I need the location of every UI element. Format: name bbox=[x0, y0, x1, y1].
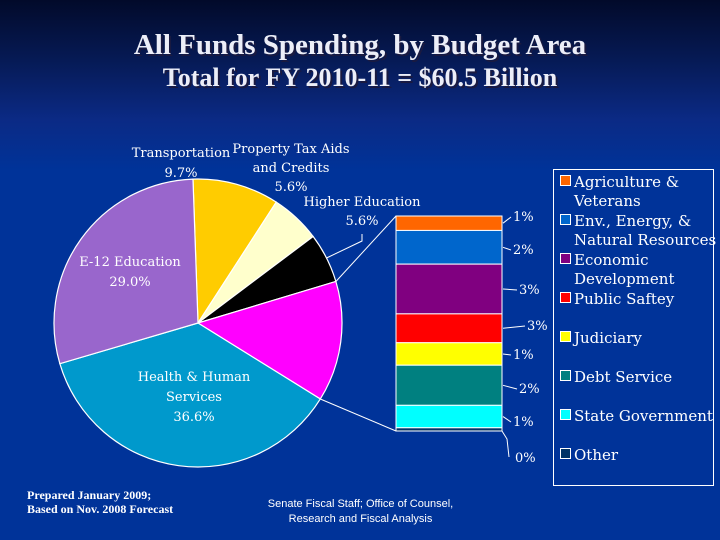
legend-item-agriculture-veterans: Agriculture & Veterans bbox=[560, 173, 679, 210]
bar-segment-judiciary bbox=[395, 342, 503, 366]
higher-education-leader bbox=[326, 234, 363, 259]
bar-label-leader bbox=[502, 216, 512, 224]
bar-label-other: 0% bbox=[515, 451, 536, 466]
legend-swatch bbox=[560, 214, 571, 225]
bar-segment-economic-development bbox=[395, 263, 503, 315]
bar-label-state-government: 1% bbox=[513, 415, 534, 430]
source-line-2: Research and Fiscal Analysis bbox=[288, 513, 433, 525]
bar-label-leader bbox=[502, 246, 512, 251]
legend-item-public-saftey: Public Saftey bbox=[560, 290, 675, 308]
source-line-1: Senate Fiscal Staff; Office of Counsel, bbox=[267, 498, 454, 510]
chart-subtitle: Total for FY 2010-11 = $60.5 Billion bbox=[162, 63, 558, 92]
legend-swatch bbox=[560, 448, 571, 459]
legend-item-env-energy-natural-resources: Env., Energy, & Natural Resources bbox=[560, 212, 716, 249]
pie-slice-transportation bbox=[192, 178, 278, 325]
pie-group bbox=[53, 178, 343, 468]
legend-item-economic-development: Economic Development bbox=[560, 251, 674, 288]
bar-label-public-saftey: 3% bbox=[527, 319, 548, 334]
bar-label-debt-service: 2% bbox=[519, 382, 540, 397]
bar-label-leader bbox=[502, 353, 512, 356]
pie-labels-group: Transportation 9.7%Property Tax Aids and C… bbox=[79, 142, 421, 425]
bar-label-leader bbox=[502, 288, 518, 291]
bar-segment-other bbox=[395, 427, 503, 432]
legend-label: State Government bbox=[574, 407, 713, 425]
bar-label-leader bbox=[502, 325, 526, 329]
legend-label: Debt Service bbox=[574, 368, 672, 386]
legend-swatch bbox=[560, 175, 571, 186]
pie-label-property-tax-aids-and-credits: Property Tax Aids and Credits 5.6% bbox=[232, 142, 349, 195]
legend-item-other: Other bbox=[560, 446, 619, 464]
pie-label-higher-education: Higher Education 5.6% bbox=[303, 195, 421, 229]
prepared-line-1: Prepared January 2009; bbox=[27, 488, 152, 502]
chart-title: All Funds Spending, by Budget Area bbox=[133, 29, 587, 61]
source-note: Senate Fiscal Staff; Office of Counsel, … bbox=[248, 497, 473, 527]
bar-segment-public-saftey bbox=[395, 313, 503, 344]
bar-segment-env-energy-natural-resources bbox=[395, 229, 503, 265]
legend-label: Judiciary bbox=[572, 329, 642, 347]
bar-labels-group: 1% 2% 3% 3% 1% 2% 1% 0% bbox=[501, 210, 548, 466]
bar-segment-agriculture-veterans bbox=[395, 215, 503, 231]
bar-label-judiciary: 1% bbox=[513, 348, 534, 363]
prepared-note: Prepared January 2009; Based on Nov. 200… bbox=[27, 488, 173, 516]
legend-label: Public Saftey bbox=[574, 290, 675, 308]
pie-label-transportation: Transportation 9.7% bbox=[132, 146, 231, 181]
legend-item-state-government: State Government bbox=[560, 407, 713, 425]
legend-label: Env., Energy, & Natural Resources bbox=[574, 212, 716, 249]
bar-segment-debt-service bbox=[395, 364, 503, 406]
prepared-line-2: Based on Nov. 2008 Forecast bbox=[27, 502, 174, 516]
legend-label: Other bbox=[574, 446, 619, 464]
legend-label: Economic Development bbox=[574, 251, 674, 288]
bar-label-leader bbox=[501, 430, 510, 458]
legend-box bbox=[553, 169, 714, 486]
legend-swatch bbox=[560, 331, 571, 342]
pie-label-health-human-services: Health & Human Services 36.6% bbox=[138, 370, 251, 425]
legend-swatch bbox=[560, 253, 571, 264]
bar-label-leader bbox=[502, 384, 518, 390]
bar-label-agriculture-veterans: 1% bbox=[513, 210, 534, 225]
legend-item-debt-service: Debt Service bbox=[560, 368, 672, 386]
pie-slice-e-12-education bbox=[53, 178, 199, 365]
pie-slice-other-breakout bbox=[196, 280, 343, 400]
bar-segment-state-government bbox=[395, 404, 503, 429]
bar-label-leader bbox=[502, 416, 512, 423]
connector-lines bbox=[320, 215, 397, 432]
connector-line-top bbox=[335, 215, 397, 282]
bar-label-env-energy-natural-resources: 2% bbox=[513, 243, 534, 258]
bar-label-economic-development: 3% bbox=[519, 283, 540, 298]
pie-slice-health-human-services bbox=[59, 322, 322, 468]
pie-label-e-12-education: E-12 Education 29.0% bbox=[79, 255, 181, 290]
stacked-bar-group bbox=[395, 215, 503, 432]
legend-swatch bbox=[560, 370, 571, 381]
legend-item-judiciary: Judiciary bbox=[560, 329, 642, 347]
connector-line-bottom bbox=[320, 398, 397, 432]
legend-label: Agriculture & Veterans bbox=[573, 173, 679, 210]
legend-swatch bbox=[560, 292, 571, 303]
legend-swatch bbox=[560, 409, 571, 420]
